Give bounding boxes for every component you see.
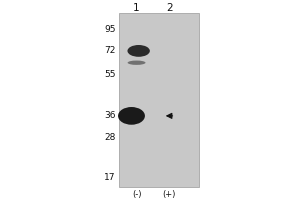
Ellipse shape [128, 45, 150, 57]
Text: 95: 95 [104, 25, 116, 34]
Text: 2: 2 [166, 3, 173, 13]
Text: 55: 55 [104, 70, 116, 79]
Text: 36: 36 [104, 111, 116, 120]
Text: (+): (+) [163, 190, 176, 199]
Ellipse shape [128, 61, 146, 65]
Text: 28: 28 [104, 133, 116, 142]
FancyBboxPatch shape [118, 13, 199, 187]
Ellipse shape [118, 107, 145, 125]
Text: 72: 72 [104, 46, 116, 55]
Text: 17: 17 [104, 173, 116, 182]
Text: 1: 1 [133, 3, 140, 13]
Text: (-): (-) [132, 190, 141, 199]
